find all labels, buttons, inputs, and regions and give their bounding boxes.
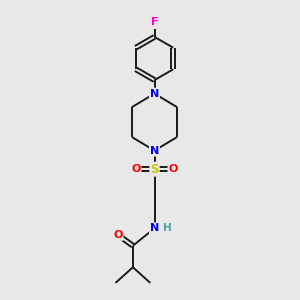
Text: F: F [151,17,158,27]
Text: N: N [150,88,159,99]
Text: O: O [113,230,123,240]
Text: S: S [150,163,159,176]
Text: O: O [168,164,178,174]
Text: N: N [150,223,159,233]
Text: H: H [164,223,172,233]
Text: O: O [131,164,141,174]
Text: N: N [150,146,159,156]
